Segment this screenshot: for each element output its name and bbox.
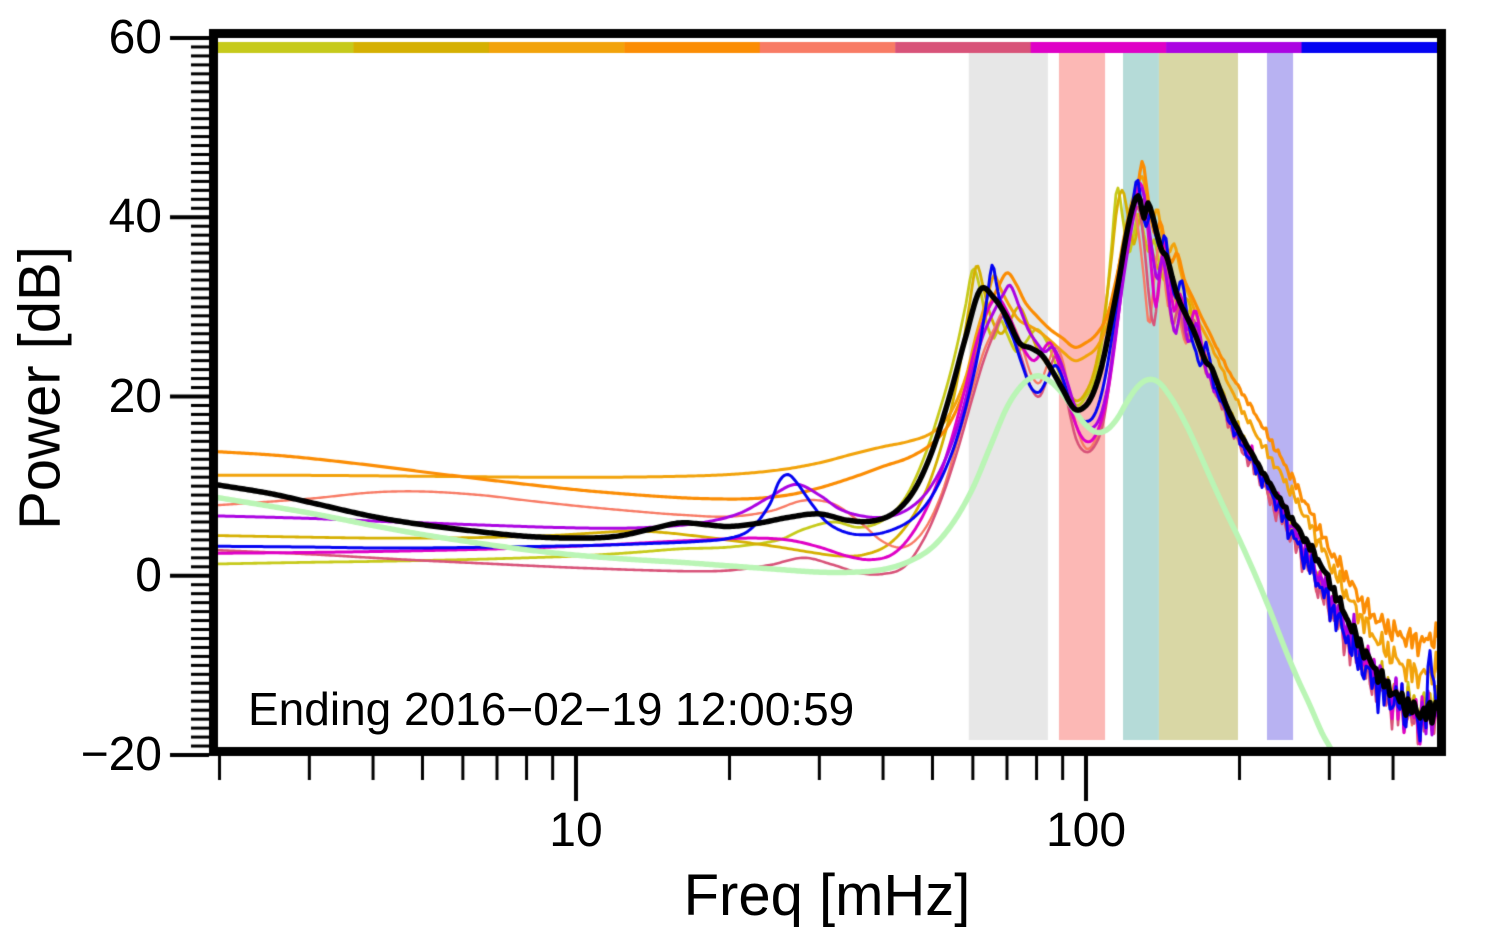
y-tick-label: 40 [108,190,162,244]
x-tick-label: 100 [1045,804,1127,857]
ending-time-annotation: Ending 2016−02−19 12:00:59 [248,683,855,735]
x-tick-label: 10 [549,804,603,857]
y-tick-label: 60 [108,11,162,64]
y-tick-label: 20 [108,369,162,423]
x-axis-title: Freq [mHz] [683,863,971,928]
y-tick-label: −20 [80,728,162,781]
y-tick-label: 0 [135,548,162,602]
